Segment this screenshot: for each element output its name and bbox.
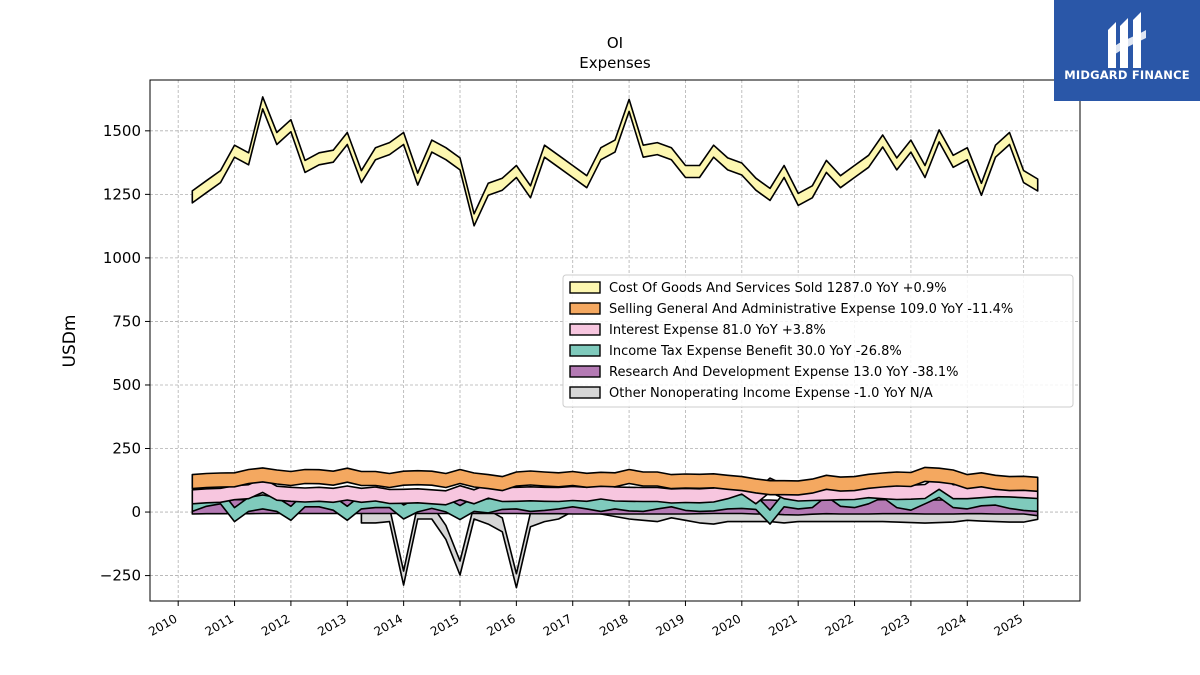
legend-entry: Other Nonoperating Income Expense -1.0 Y…: [609, 386, 933, 401]
x-tick-label: 2014: [372, 611, 405, 638]
chart-subtitle: Expenses: [579, 54, 651, 72]
legend-entry: Selling General And Administrative Expen…: [609, 302, 1013, 317]
plot-frame: [149, 79, 1081, 602]
y-axis: −250 0 250 500 750 1000 1250 1500: [100, 122, 150, 585]
x-tick-label: 2020: [710, 611, 743, 638]
x-tick-label: 2016: [484, 611, 517, 638]
y-tick-label: 1000: [103, 249, 141, 267]
series-layer: [191, 96, 1039, 589]
legend-entry: Cost Of Goods And Services Sold 1287.0 Y…: [609, 281, 947, 296]
x-tick-label: 2019: [654, 611, 687, 638]
x-tick-label: 2021: [766, 611, 799, 638]
legend-swatch: [569, 386, 601, 399]
y-axis-label: USDm: [60, 315, 80, 368]
x-axis: 2010 2011 2012 2013 2014 2015 2016 2017 2018 2019…: [146, 601, 1025, 639]
y-tick-label: 0: [131, 503, 141, 521]
series-0-line: [191, 96, 1039, 227]
brand-logo-icon: [1108, 12, 1146, 68]
legend-box: [562, 274, 1074, 408]
x-tick-label: 2024: [935, 611, 968, 638]
x-tick-label: 2018: [597, 611, 630, 638]
brand-logo: MIDGARD FINANCE: [1054, 0, 1200, 101]
y-tick-label: 1250: [103, 185, 141, 203]
legend: Cost Of Goods And Services Sold 1287.0 Y…: [562, 274, 1074, 408]
legend-swatch: [569, 344, 601, 357]
x-tick-label: 2023: [879, 611, 912, 638]
chart-title: OI: [607, 34, 623, 52]
y-tick-label: 250: [112, 440, 141, 458]
x-tick-label: 2015: [428, 611, 461, 638]
y-tick-label: −250: [100, 567, 141, 585]
brand-name: MIDGARD FINANCE: [1064, 68, 1190, 82]
y-tick-label: 750: [112, 312, 141, 330]
legend-swatch: [569, 323, 601, 336]
y-tick-label: 1500: [103, 122, 141, 140]
legend-entry: Interest Expense 81.0 YoY +3.8%: [609, 323, 826, 338]
legend-entry: Research And Development Expense 13.0 Yo…: [609, 365, 959, 380]
legend-swatch: [569, 365, 601, 378]
x-tick-label: 2017: [541, 611, 574, 638]
legend-entry: Income Tax Expense Benefit 30.0 YoY -26.…: [609, 344, 902, 359]
series-1-line: [191, 466, 1039, 496]
legend-swatch: [569, 302, 601, 315]
x-tick-label: 2011: [203, 611, 236, 638]
legend-swatch: [569, 281, 601, 294]
x-tick-label: 2025: [992, 611, 1025, 638]
y-tick-label: 500: [112, 376, 141, 394]
x-tick-label: 2012: [259, 611, 292, 638]
x-tick-label: 2010: [146, 611, 179, 638]
x-tick-label: 2022: [823, 611, 856, 638]
x-tick-label: 2013: [315, 611, 348, 638]
